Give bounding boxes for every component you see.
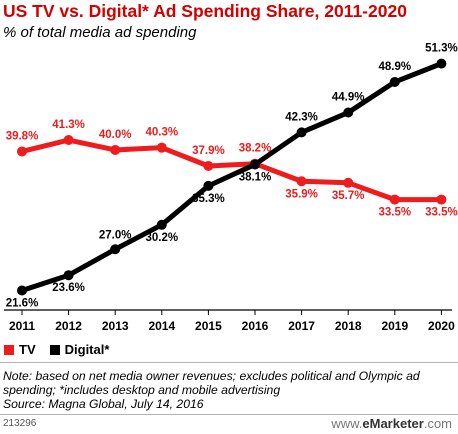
brand-link[interactable]: www.eMarketer.com <box>331 416 452 431</box>
source-line: Source: Magna Global, July 14, 2016 <box>3 397 204 411</box>
legend-item-digital: Digital* <box>49 342 110 357</box>
data-point-digital-2013 <box>110 244 121 255</box>
data-label-tv-2017: 35.9% <box>285 188 318 200</box>
data-label-tv-2015: 37.9% <box>192 145 225 157</box>
data-label-tv-2011: 39.8% <box>6 130 39 142</box>
data-label-tv-2018: 35.7% <box>332 190 365 202</box>
legend-item-tv: TV <box>4 342 36 357</box>
chart-subtitle: % of total media ad spending <box>3 24 197 41</box>
divider-top <box>0 362 458 363</box>
legend-label-tv: TV <box>19 342 36 357</box>
data-label-tv-2019: 33.5% <box>378 207 411 219</box>
data-point-tv-2012 <box>63 135 74 146</box>
data-label-tv-2013: 40.0% <box>99 129 132 141</box>
data-point-tv-2019 <box>389 194 400 205</box>
data-point-tv-2020 <box>436 194 447 205</box>
x-tick-label-2012: 2012 <box>55 319 82 333</box>
data-point-digital-2011 <box>17 285 27 296</box>
data-point-digital-2020 <box>436 58 447 69</box>
legend-label-digital: Digital* <box>64 342 110 357</box>
data-point-digital-2018 <box>343 107 354 118</box>
divider-bottom <box>0 414 458 415</box>
data-label-digital-2018: 44.9% <box>332 92 365 104</box>
line-chart: 2011 2012 2013 2014 2015 2016 2017 2018 2019 2020… <box>4 43 458 333</box>
x-tick-label-2014: 2014 <box>148 319 175 333</box>
series-line-tv <box>19 137 444 203</box>
brand-prefix: www. <box>331 416 363 431</box>
chart-title: US TV vs. Digital* Ad Spending Share, 20… <box>3 1 407 21</box>
data-label-digital-2020: 51.3% <box>425 43 458 55</box>
x-tick-label-2013: 2013 <box>102 319 129 333</box>
data-point-tv-2013 <box>110 144 121 155</box>
legend: TV Digital* <box>4 342 123 357</box>
data-point-tv-2014 <box>156 142 167 153</box>
data-label-digital-2017: 42.3% <box>285 111 318 123</box>
data-label-digital-2013: 27.0% <box>99 229 132 241</box>
data-label-digital-2015: 35.3% <box>192 193 225 205</box>
footnote: Note: based on net media owner revenues;… <box>3 369 420 397</box>
data-label-digital-2012: 23.6% <box>52 282 85 294</box>
x-tick-label-2011: 2011 <box>9 319 35 333</box>
chart-id: 213296 <box>3 418 37 429</box>
data-point-tv-2018 <box>343 177 354 188</box>
legend-swatch-digital <box>49 344 60 355</box>
brand-suffix: .com <box>423 416 452 431</box>
data-point-digital-2019 <box>389 76 400 87</box>
data-point-tv-2017 <box>296 176 307 187</box>
x-tick-label-2020: 2020 <box>428 319 455 333</box>
x-tick-label-2015: 2015 <box>195 319 222 333</box>
legend-swatch-tv <box>4 344 14 355</box>
data-label-digital-2011: 21.6% <box>6 298 39 310</box>
data-point-digital-2012 <box>63 270 74 281</box>
data-point-digital-2014 <box>156 219 167 230</box>
series-line-digital <box>19 61 444 293</box>
data-label-tv-2020: 33.5% <box>425 207 458 219</box>
x-tick-label-2017: 2017 <box>288 319 315 333</box>
data-point-digital-2015 <box>203 180 214 191</box>
data-point-digital-2017 <box>296 127 307 138</box>
data-label-digital-2016: 38.1% <box>239 171 272 183</box>
data-label-digital-2014: 30.2% <box>145 232 178 244</box>
x-tick-label-2016: 2016 <box>242 319 269 333</box>
data-point-tv-2015 <box>203 160 214 171</box>
x-tick-label-2019: 2019 <box>381 319 408 333</box>
brand-name: eMarketer <box>362 416 424 431</box>
data-point-digital-2016 <box>250 159 260 170</box>
data-label-digital-2019: 48.9% <box>378 61 411 73</box>
x-tick-label-2018: 2018 <box>335 319 362 333</box>
data-label-tv-2016: 38.2% <box>239 143 272 155</box>
data-point-tv-2011 <box>17 146 27 157</box>
data-label-tv-2014: 40.3% <box>145 127 178 139</box>
data-label-tv-2012: 41.3% <box>52 119 85 131</box>
